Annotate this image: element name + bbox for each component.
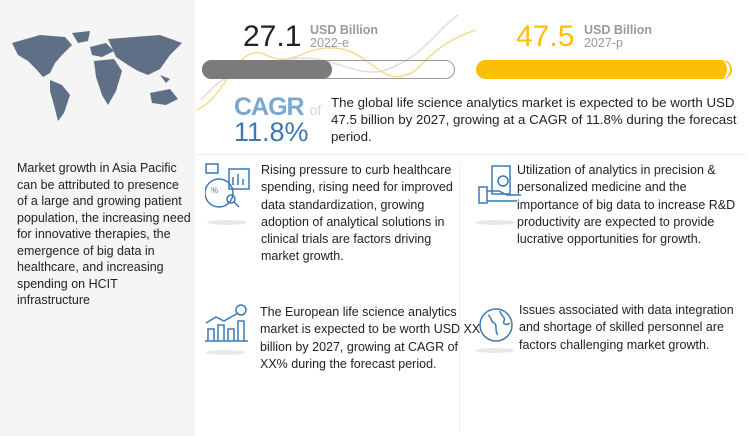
- icon-shadow: [475, 220, 515, 225]
- current-unit: USD Billion 2022-e: [310, 24, 378, 50]
- cagr-of: of: [309, 102, 322, 118]
- current-bar: [202, 60, 332, 79]
- globe-icon: [479, 308, 513, 342]
- europe-text: The European life science analytics mark…: [260, 305, 481, 371]
- cagr-text: CAGR: [234, 93, 305, 121]
- current-unit-label: USD Billion: [310, 23, 379, 37]
- analytics-chart-icon: %: [205, 163, 250, 208]
- projected-year: 2027-p: [584, 36, 623, 50]
- left-panel: Market growth in Asia Pacific can be att…: [0, 0, 195, 436]
- driver-text: Rising pressure to curb healthcare spend…: [261, 163, 453, 264]
- cagr-value: 11.8%: [234, 117, 309, 147]
- projected-unit-label: USD Billion: [584, 23, 653, 37]
- current-year: 2022-e: [310, 36, 349, 50]
- asia-pacific-text: Market growth in Asia Pacific can be att…: [17, 161, 191, 307]
- projected-bar: [476, 60, 730, 79]
- opportunity-text: Utilization of analytics in precision & …: [517, 163, 736, 247]
- svg-text:%: %: [211, 186, 218, 195]
- challenge-text: Issues associated with data integration …: [519, 303, 734, 352]
- current-value: 27.1: [243, 20, 302, 53]
- growth-bar-chart-icon: [205, 304, 248, 342]
- icon-shadow: [205, 350, 245, 355]
- projected-unit: USD Billion 2027-p: [584, 24, 652, 50]
- cagr-label: CAGR of: [234, 93, 321, 122]
- column-divider: [459, 162, 460, 432]
- projected-value: 47.5: [516, 20, 575, 53]
- world-map-icon: [12, 31, 182, 121]
- market-size-card: 27.1 USD Billion 2022-e 47.5 USD Billion 2…: [196, 0, 746, 155]
- money-hand-icon: [478, 165, 521, 204]
- market-summary: The global life science analytics market…: [331, 95, 737, 144]
- icon-shadow: [475, 348, 515, 353]
- icon-shadow: [207, 220, 247, 225]
